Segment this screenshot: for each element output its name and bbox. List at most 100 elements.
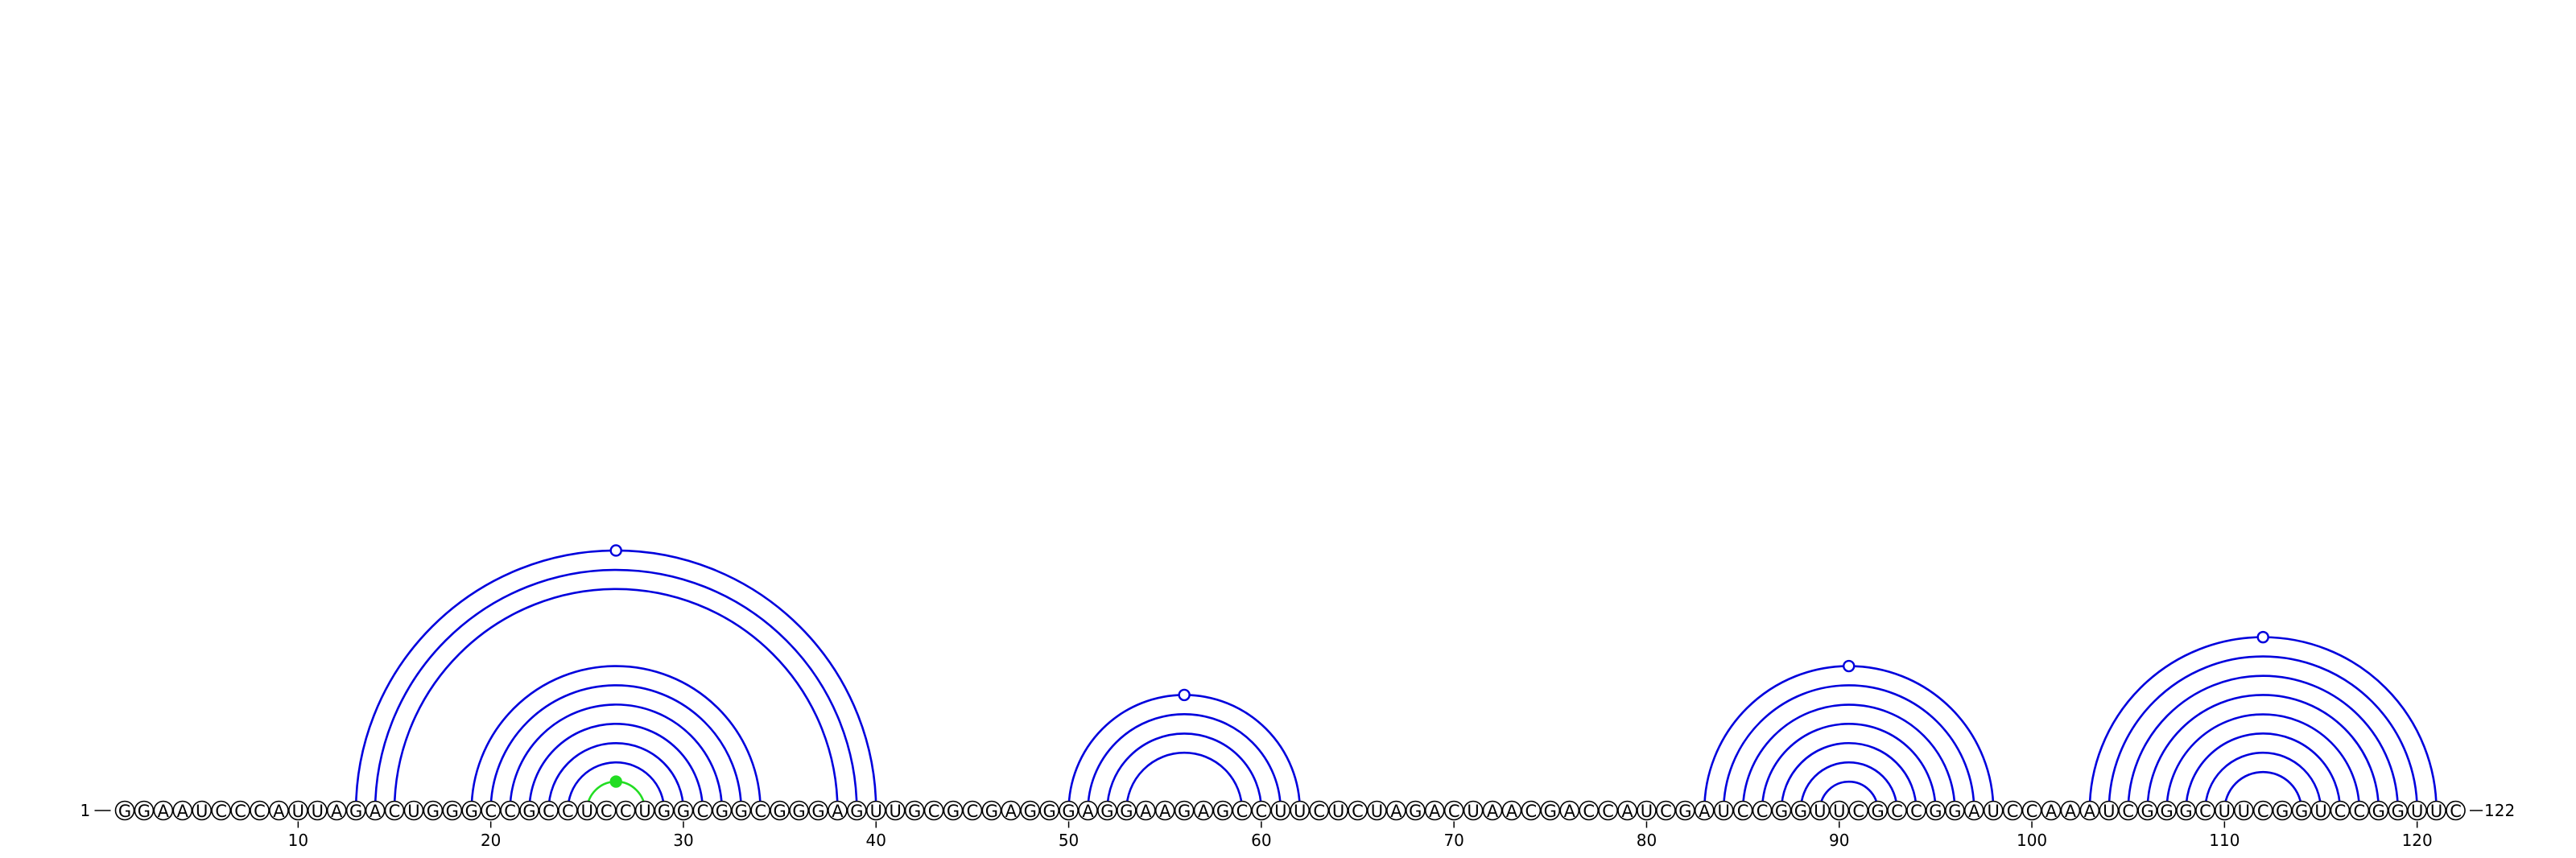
nucleotide-letter: U — [2411, 802, 2423, 821]
nucleotide-letter: C — [1583, 802, 1595, 821]
nucleotide: C — [1251, 800, 1272, 821]
nucleotide-letter: A — [1968, 802, 1980, 821]
nucleotide: G — [847, 800, 867, 821]
nucleotide: U — [2310, 800, 2331, 821]
nucleotide: G — [943, 800, 964, 821]
nucleotide-circle — [577, 800, 597, 821]
nucleotide-letter: C — [2334, 802, 2347, 821]
nucleotide: G — [2272, 800, 2293, 821]
nucleotide-letter: C — [1910, 802, 1922, 821]
nucleotide: G — [2157, 800, 2177, 821]
nucleotide-letter: A — [1140, 802, 1152, 821]
nucleotide-letter: G — [773, 802, 786, 821]
nucleotide-circle — [847, 800, 867, 821]
nucleotide-letter: C — [1448, 802, 1460, 821]
nucleotide-letter: G — [2295, 802, 2308, 821]
nucleotide-circle — [1424, 800, 1445, 821]
base-pair-arc — [547, 742, 685, 811]
nucleotide-circle — [2195, 800, 2215, 821]
nucleotide-letter: A — [369, 802, 382, 821]
position-axis: 10 20 30 40 50 60 70 80 90 100 110 120 — [288, 821, 2433, 850]
nucleotide-letter: G — [811, 802, 824, 821]
nucleotide-letter: G — [716, 802, 729, 821]
nucleotide-circle — [1290, 800, 1311, 821]
nucleotide-circle — [423, 800, 444, 821]
helix-apex-marker — [1843, 659, 1856, 673]
nucleotide-letter: G — [2276, 802, 2289, 821]
base-pair-arc — [470, 665, 762, 811]
axis-tick-label: 110 — [2209, 831, 2240, 850]
nucleotide-circle — [2272, 800, 2293, 821]
nucleotide-circle — [1887, 800, 1907, 821]
nucleotide-circle — [1059, 800, 1079, 821]
nucleotide-circle — [712, 800, 733, 821]
nucleotide-letter: C — [562, 802, 574, 821]
nucleotide-circle — [770, 800, 790, 821]
nucleotide-circle — [172, 800, 193, 821]
nucleotide: C — [2349, 800, 2370, 821]
nucleotide: G — [442, 800, 463, 821]
axis-tick-label: 10 — [288, 831, 308, 850]
nucleotide-circle — [2349, 800, 2370, 821]
nucleotide-letter: C — [2257, 802, 2269, 821]
nucleotide-letter: C — [389, 802, 401, 821]
nucleotide: A — [1559, 800, 1580, 821]
nucleotide-circle — [962, 800, 983, 821]
nucleotide-circle — [1752, 800, 1773, 821]
nucleotide-circle — [2157, 800, 2177, 821]
nucleotide-letter: A — [331, 802, 343, 821]
base-pair-arc — [1799, 761, 1898, 811]
nucleotide: U — [885, 800, 906, 821]
axis-tick-label: 50 — [1059, 831, 1079, 850]
nucleotide-letter: A — [158, 802, 170, 821]
nucleotide-circle — [2310, 800, 2331, 821]
nucleotide-letter: G — [908, 802, 921, 821]
nucleotide-circle — [1078, 800, 1098, 821]
nucleotide-letter: C — [697, 802, 709, 821]
nucleotide: U — [1829, 800, 1850, 821]
base-pair-arc — [567, 761, 666, 811]
nucleotide-circle — [634, 800, 655, 821]
nucleotide: C — [923, 800, 944, 821]
base-pair-arc — [1780, 742, 1918, 811]
nucleotide: A — [326, 800, 347, 821]
nucleotide-circle — [1001, 800, 1022, 821]
nucleotide: C — [2002, 800, 2023, 821]
nucleotide: A — [1963, 800, 1984, 821]
nucleotide-letter: C — [1313, 802, 1325, 821]
nucleotide: U — [1810, 800, 1831, 821]
nucleotide: U — [307, 800, 328, 821]
nucleotide-letter: C — [2122, 802, 2134, 821]
nucleotide-circle — [1945, 800, 1965, 821]
nucleotide-letter: C — [1660, 802, 1672, 821]
nucleotide-circle — [1713, 800, 1734, 821]
nucleotide: C — [2446, 800, 2466, 821]
nucleotide-letter: G — [1929, 802, 1942, 821]
nucleotide-letter: G — [677, 802, 690, 821]
helix-apex-marker — [609, 775, 622, 788]
nucleotide-circle — [1771, 800, 1792, 821]
nucleotide: C — [1309, 800, 1329, 821]
nucleotide-circle — [365, 800, 386, 821]
nucleotide: U — [2234, 800, 2254, 821]
nucleotide: G — [2291, 800, 2312, 821]
nucleotide-circle — [1848, 800, 1868, 821]
nucleotide-letter: G — [2372, 802, 2385, 821]
axis-tick-label: 20 — [481, 831, 501, 850]
nucleotide-circle — [2021, 800, 2042, 821]
nucleotide: A — [1078, 800, 1098, 821]
nucleotide-circle — [1020, 800, 1041, 821]
nucleotide: G — [808, 800, 828, 821]
nucleotide-circle — [1656, 800, 1676, 821]
nucleotide-letter: U — [1332, 802, 1344, 821]
nucleotide: U — [2407, 800, 2427, 821]
helix-apex-marker — [2256, 630, 2269, 644]
nucleotide: C — [692, 800, 713, 821]
nucleotide-circle — [2426, 800, 2446, 821]
nucleotide: C — [384, 800, 405, 821]
nucleotide-letter: G — [138, 802, 151, 821]
nucleotide: G — [1790, 800, 1811, 821]
nucleotide-letter: U — [1718, 802, 1730, 821]
nucleotide: G — [1212, 800, 1233, 821]
